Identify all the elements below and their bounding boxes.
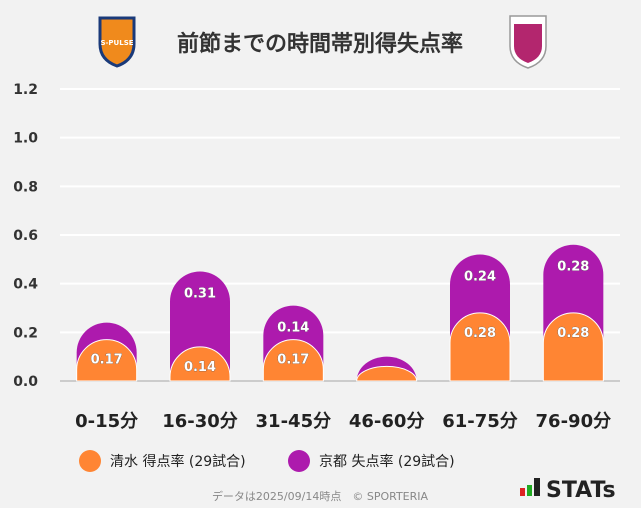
x-tick-label: 61-75分 (442, 411, 518, 432)
legend-label[interactable]: 京都 失点率 (29試合) (319, 453, 455, 470)
data-label-kyoto: 0.14 (277, 321, 309, 336)
x-tick-label: 76-90分 (536, 411, 612, 432)
data-label-shimizu: 0.28 (464, 326, 496, 341)
logo-shimizu: S-PULSE (98, 16, 136, 68)
bar-shimizu (356, 365, 418, 382)
data-label-kyoto: 0.31 (184, 287, 216, 302)
stats-logo: STATs (520, 478, 616, 503)
x-tick-label: 31-45分 (256, 411, 332, 432)
bar-shimizu (262, 339, 324, 382)
bar-shimizu (542, 312, 604, 382)
data-label-shimizu: 0.17 (277, 353, 309, 368)
y-tick-label: 0.0 (13, 374, 38, 390)
bar-shimizu (76, 339, 138, 382)
data-label-shimizu: 0.17 (91, 353, 123, 368)
logo-kyoto (509, 15, 547, 69)
x-tick-label: 46-60分 (349, 411, 425, 432)
x-tick-label: 0-15分 (75, 411, 138, 432)
svg-text:S-PULSE: S-PULSE (100, 39, 133, 47)
footer-note: データは2025/09/14時点 © SPORTERIA (212, 489, 429, 503)
data-label-shimizu: 0.14 (184, 360, 216, 375)
legend-marker[interactable] (288, 450, 310, 472)
legend-marker[interactable] (79, 450, 101, 472)
bar-shimizu (169, 346, 231, 382)
chart-title: 前節までの時間帯別得失点率 (177, 31, 463, 57)
data-label-kyoto: 0.28 (557, 260, 589, 275)
x-tick-label: 16-30分 (162, 411, 238, 432)
y-tick-label: 0.4 (13, 277, 38, 293)
bar-shimizu (449, 312, 511, 382)
y-tick-label: 1.0 (13, 131, 38, 147)
y-tick-label: 0.8 (13, 179, 38, 195)
data-label-shimizu: 0.28 (557, 326, 589, 341)
y-tick-label: 0.2 (13, 325, 38, 341)
svg-text:STATs: STATs (546, 478, 616, 503)
data-label-kyoto: 0.24 (464, 269, 496, 284)
y-tick-label: 0.6 (13, 228, 38, 244)
y-tick-label: 1.2 (13, 82, 38, 98)
legend-label[interactable]: 清水 得点率 (29試合) (110, 453, 246, 470)
